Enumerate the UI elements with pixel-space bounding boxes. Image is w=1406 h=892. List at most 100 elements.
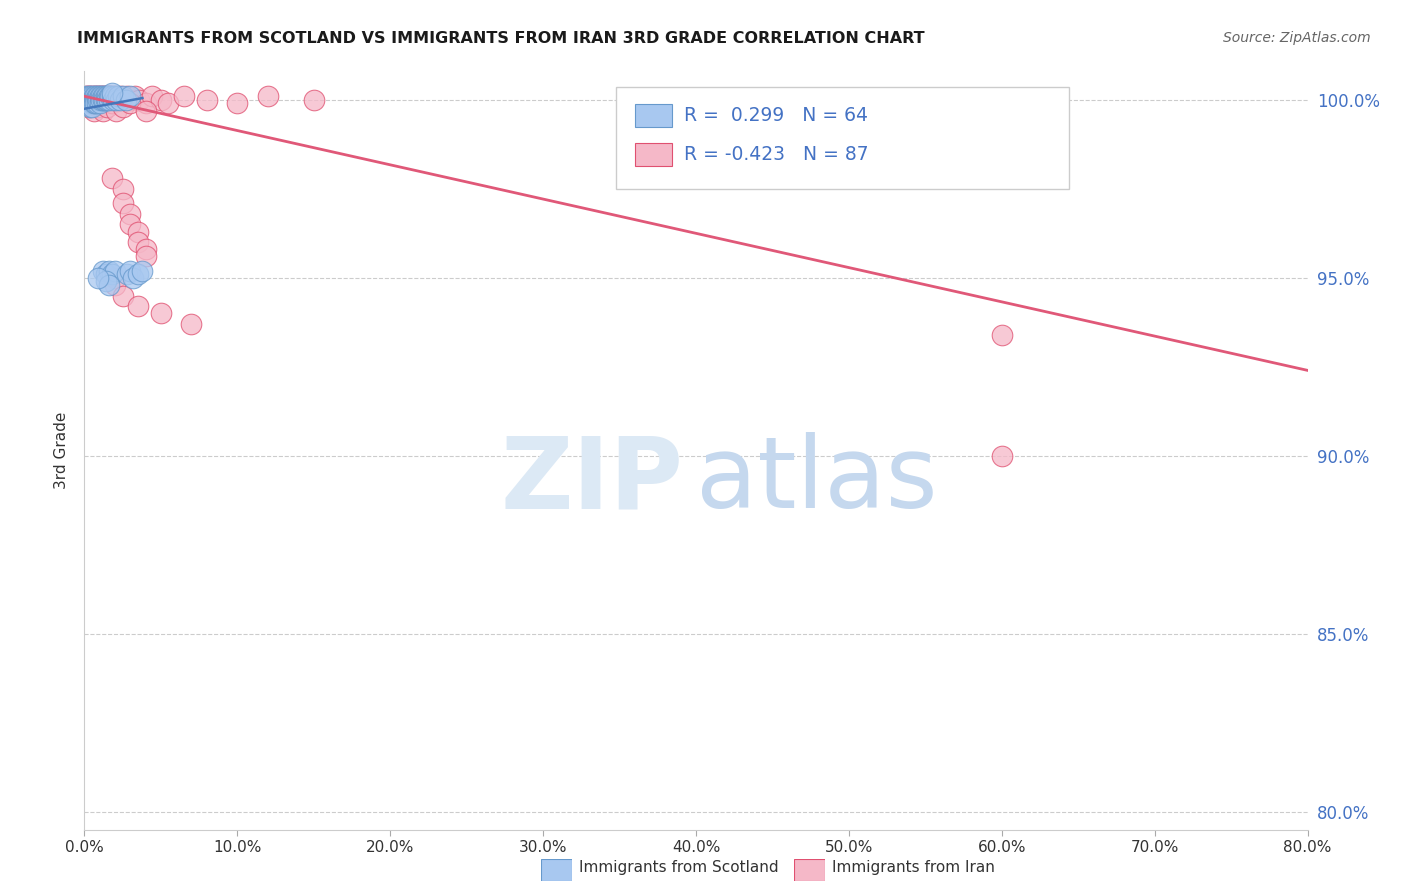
Point: [87, 89, 110, 103]
Point: [87, 100, 110, 114]
Point: [76, 96, 98, 111]
Point: [91, 263, 114, 277]
Point: [93, 89, 115, 103]
Point: [107, 89, 129, 103]
Point: [149, 306, 172, 320]
Point: [120, 96, 142, 111]
Text: R = -0.423   N = 87: R = -0.423 N = 87: [683, 145, 869, 164]
Point: [84, 93, 107, 107]
Point: [79, 96, 101, 111]
Point: [127, 235, 149, 250]
Text: Source: ZipAtlas.com: Source: ZipAtlas.com: [1223, 31, 1371, 45]
Point: [115, 89, 138, 103]
Point: [86, 93, 108, 107]
Text: ZIP: ZIP: [501, 433, 683, 529]
Point: [127, 299, 149, 313]
Point: [111, 196, 134, 211]
Point: [77, 96, 100, 111]
Point: [86, 96, 108, 111]
Point: [101, 86, 124, 100]
Point: [94, 274, 117, 288]
Point: [90, 89, 112, 103]
Text: R =  0.299   N = 64: R = 0.299 N = 64: [683, 106, 868, 125]
Point: [91, 89, 114, 103]
Point: [104, 277, 127, 292]
Point: [80, 93, 103, 107]
Point: [84, 96, 107, 111]
Point: [105, 93, 128, 107]
Point: [108, 93, 131, 107]
Point: [80, 93, 103, 107]
Point: [90, 89, 112, 103]
Text: atlas: atlas: [696, 433, 938, 529]
Point: [110, 89, 132, 103]
Point: [101, 89, 124, 103]
Point: [120, 263, 142, 277]
Point: [94, 93, 117, 107]
Point: [97, 93, 120, 107]
Point: [101, 93, 124, 107]
Point: [84, 89, 107, 103]
Point: [173, 89, 195, 103]
Point: [120, 93, 142, 107]
Point: [76, 93, 98, 107]
Point: [83, 93, 105, 107]
Point: [79, 89, 101, 103]
Point: [111, 100, 134, 114]
Point: [128, 93, 150, 107]
Point: [122, 270, 145, 285]
Point: [86, 89, 108, 103]
Point: [111, 288, 134, 302]
Point: [103, 93, 125, 107]
Point: [111, 182, 134, 196]
Point: [101, 267, 124, 281]
Point: [91, 93, 114, 107]
Point: [98, 89, 121, 103]
Point: [91, 93, 114, 107]
Point: [103, 89, 125, 103]
Point: [77, 89, 100, 103]
Point: [93, 93, 115, 107]
Point: [96, 100, 118, 114]
Point: [90, 93, 112, 107]
Point: [135, 96, 157, 111]
Point: [94, 267, 117, 281]
Point: [80, 89, 103, 103]
Point: [104, 270, 127, 285]
Point: [93, 89, 115, 103]
Point: [114, 93, 136, 107]
Point: [79, 96, 101, 111]
Point: [83, 103, 105, 118]
Point: [76, 96, 98, 111]
Point: [79, 89, 101, 103]
Point: [89, 93, 111, 107]
Point: [127, 267, 149, 281]
Point: [120, 218, 142, 232]
Point: [93, 93, 115, 107]
Point: [115, 267, 138, 281]
Point: [77, 96, 100, 111]
Text: IMMIGRANTS FROM SCOTLAND VS IMMIGRANTS FROM IRAN 3RD GRADE CORRELATION CHART: IMMIGRANTS FROM SCOTLAND VS IMMIGRANTS F…: [77, 31, 925, 46]
Text: Immigrants from Scotland: Immigrants from Scotland: [579, 860, 779, 874]
Point: [302, 93, 325, 107]
Point: [75, 93, 97, 107]
Point: [77, 89, 100, 103]
Point: [101, 96, 124, 111]
Point: [120, 89, 142, 103]
Point: [124, 89, 146, 103]
Point: [77, 93, 100, 107]
Point: [83, 96, 105, 111]
Point: [105, 89, 128, 103]
Point: [89, 93, 111, 107]
Point: [96, 89, 118, 103]
Point: [87, 93, 110, 107]
Point: [107, 93, 129, 107]
Point: [84, 93, 107, 107]
Point: [80, 89, 103, 103]
Point: [76, 93, 98, 107]
Point: [79, 100, 101, 114]
Point: [97, 89, 120, 103]
Point: [77, 93, 100, 107]
Point: [131, 263, 153, 277]
Point: [83, 89, 105, 103]
